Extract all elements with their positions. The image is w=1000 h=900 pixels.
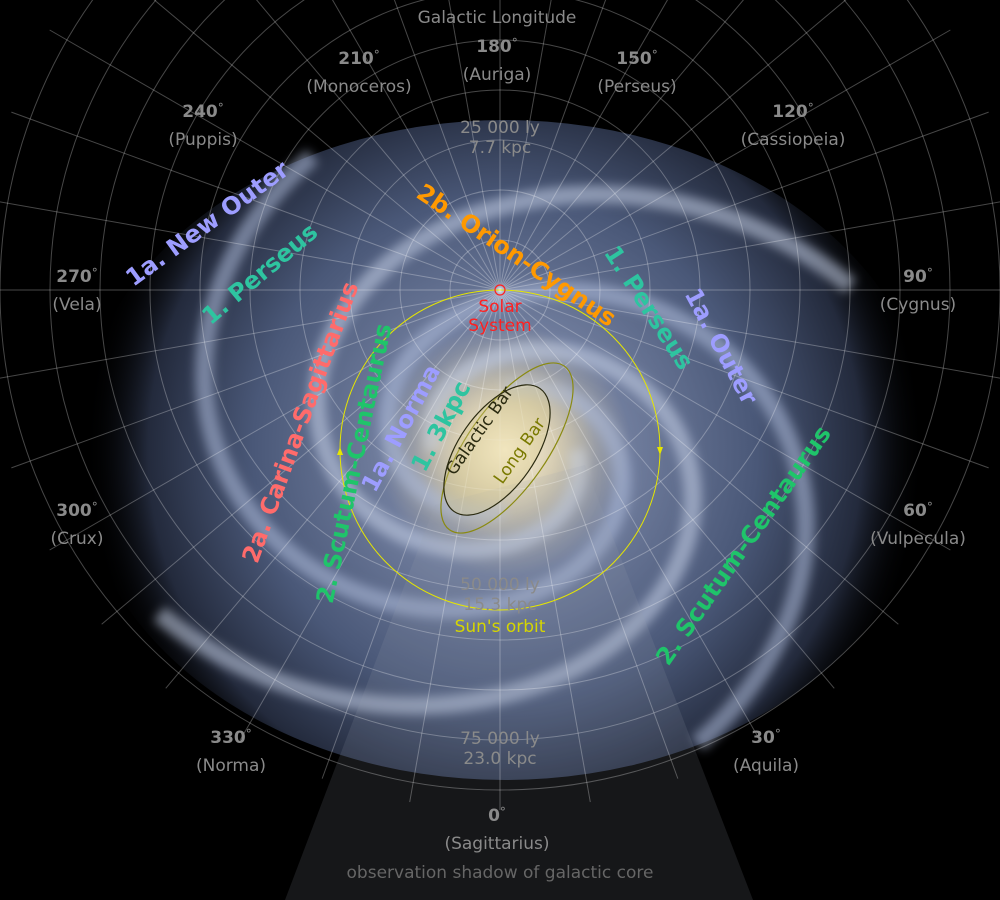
distance-25000-kpc: 7.7 kpc: [469, 138, 531, 158]
longitude-line: [49, 289, 501, 551]
longitude-constellation: (Aquila): [733, 756, 799, 776]
observation-shadow-label: observation shadow of galactic core: [347, 863, 654, 883]
longitude-constellation: (Norma): [196, 756, 266, 776]
longitude-line: [239, 289, 501, 741]
longitude-constellation: (Monoceros): [306, 77, 411, 97]
longitude-line: [499, 0, 847, 291]
distance-ring: [99, 0, 901, 691]
longitude-line: [499, 111, 989, 291]
longitude-line: [499, 29, 951, 291]
title: Galactic Longitude: [418, 8, 577, 28]
distance-ring: [299, 89, 701, 491]
longitude-line: [409, 289, 501, 803]
longitude-degree-0: 0°: [488, 805, 506, 826]
longitude-constellation: (Auriga): [463, 65, 532, 85]
longitude-degree-180: 180°: [476, 36, 518, 57]
longitude-line: [11, 289, 501, 469]
solar-system-marker: [494, 284, 506, 296]
distance-ring: [349, 139, 651, 441]
distance-75000-kpc: 23.0 kpc: [463, 749, 536, 769]
longitude-constellation: (Vulpecula): [870, 529, 966, 549]
distance-ring: [149, 0, 851, 641]
longitude-degree-90: 90°: [903, 266, 933, 287]
longitude-constellation: (Crux): [51, 529, 104, 549]
longitude-labels: 180° (Auriga) 150° (Perseus) 120° (Cassiopeia…: [51, 36, 966, 854]
longitude-line: [153, 0, 501, 291]
distance-ring: [49, 0, 951, 741]
distance-75000-ly: 75 000 ly: [460, 729, 540, 749]
longitude-line: [331, 0, 501, 291]
distance-ring: [449, 239, 551, 341]
longitude-degree-30: 30°: [751, 727, 781, 748]
longitude-degree-60: 60°: [903, 500, 933, 521]
longitude-line: [499, 0, 552, 291]
longitude-degree-150: 150°: [616, 48, 658, 69]
longitude-degree-300: 300°: [56, 500, 98, 521]
galactic-bar-outline: [443, 384, 551, 516]
longitude-constellation: (Cassiopeia): [741, 130, 846, 150]
longitude-line: [499, 0, 607, 291]
longitude-degree-240: 240°: [182, 101, 224, 122]
longitude-line: [49, 29, 501, 291]
longitude-line: [499, 289, 1000, 379]
longitude-line: [499, 289, 989, 469]
orbit-arrow-left: [337, 447, 343, 455]
longitude-line: [0, 201, 501, 291]
longitude-degree-210: 210°: [338, 48, 380, 69]
observation-shadow: [285, 465, 753, 900]
long-bar-outline: [440, 362, 574, 534]
longitude-degree-270: 270°: [56, 266, 98, 287]
longitude-degree-120: 120°: [772, 101, 814, 122]
longitude-line: [499, 289, 591, 803]
longitude-line: [101, 289, 501, 625]
longitude-degree-330: 330°: [210, 727, 252, 748]
longitude-line: [0, 289, 501, 379]
orbit-arrow-right: [657, 447, 663, 455]
longitude-line: [499, 0, 744, 291]
longitude-line: [499, 0, 669, 291]
longitude-line: [11, 111, 501, 291]
longitude-line: [321, 289, 501, 779]
solar-system-label: Solar: [478, 297, 521, 317]
longitude-constellation: (Puppis): [168, 130, 237, 150]
longitude-line: [499, 289, 679, 779]
longitude-constellation: (Sagittarius): [444, 834, 549, 854]
longitude-line: [165, 289, 501, 689]
distance-ring: [0, 0, 1000, 791]
distance-ring: [399, 189, 601, 391]
longitude-line: [448, 0, 501, 291]
solar-system-label-2: System: [468, 316, 531, 336]
distance-50000-kpc: 15.3 kpc: [463, 595, 536, 615]
longitude-constellation: (Cygnus): [880, 295, 956, 315]
longitude-constellation: (Perseus): [597, 77, 676, 97]
longitude-line: [256, 0, 501, 291]
distance-25000-ly: 25 000 ly: [460, 118, 540, 138]
longitude-line: [393, 0, 501, 291]
distance-ring: [249, 39, 751, 541]
longitude-constellation: (Vela): [52, 295, 101, 315]
distance-ring: [199, 0, 801, 591]
suns-orbit-label: Sun's orbit: [455, 617, 546, 637]
distance-50000-ly: 50 000 ly: [460, 575, 540, 595]
longitude-line: [499, 289, 951, 551]
longitude-line: [499, 289, 899, 625]
longitude-line: [499, 289, 835, 689]
longitude-grid: [0, 0, 1000, 810]
longitude-line: [499, 201, 1000, 291]
